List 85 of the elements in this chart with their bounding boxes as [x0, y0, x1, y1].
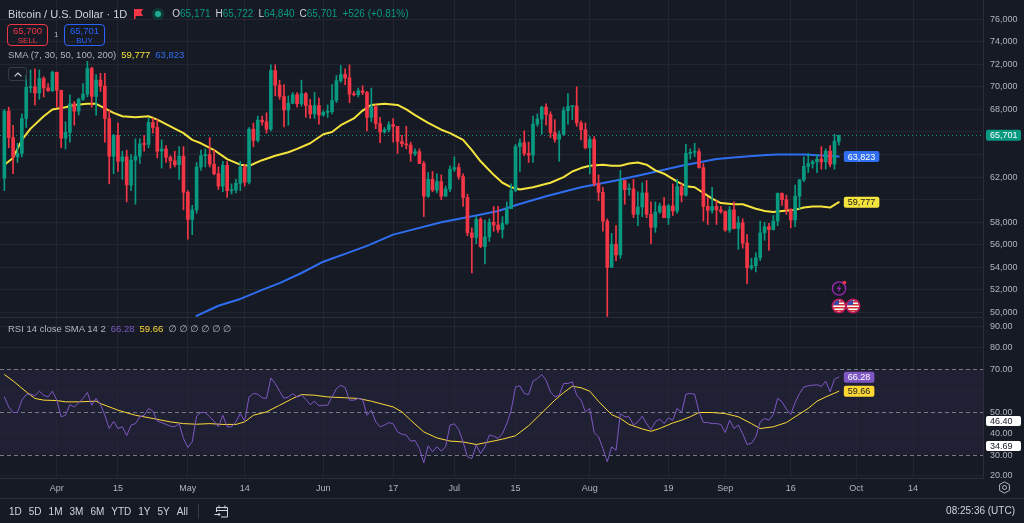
- text: 6M: [90, 505, 105, 517]
- y-tick-label: 62,000: [990, 171, 1018, 182]
- candlestick: [470, 227, 474, 274]
- ref-line-label: 30.00: [990, 449, 1013, 460]
- candlestick: [587, 136, 592, 175]
- text: 59,777: [121, 48, 151, 60]
- text: 5D: [28, 505, 42, 517]
- text: 1Y: [138, 505, 151, 517]
- text: 3M: [69, 505, 84, 517]
- data-label: 66.28: [847, 372, 871, 383]
- buy-button: 65,701 BUY: [64, 24, 105, 46]
- x-tick-label: 19: [663, 482, 674, 493]
- candlestick: [670, 183, 675, 216]
- candlestick: [343, 68, 347, 85]
- x-tick-label: 16: [785, 482, 796, 493]
- candlestick: [391, 118, 396, 143]
- text: 5Y: [157, 505, 170, 517]
- text: 1D: [9, 505, 22, 517]
- x-tick-label: 14: [908, 482, 919, 493]
- ref-line-label: 70.00: [990, 364, 1013, 375]
- text: 46.40: [986, 416, 1021, 426]
- annotation: SELL: [17, 35, 38, 45]
- y-tick-label: 50,000: [990, 306, 1018, 317]
- x-tick-label: Aug: [581, 482, 598, 493]
- annotation: C65,701: [299, 8, 338, 19]
- candlestick: [710, 186, 714, 214]
- candlestick: [496, 206, 500, 233]
- x-tick-label: 15: [510, 482, 521, 493]
- y-tick-label: 58,000: [990, 216, 1018, 227]
- text: 66.28: [110, 322, 135, 334]
- y-tick-label: 40.00: [990, 427, 1013, 438]
- annotation: O65,171: [172, 8, 211, 19]
- x-tick-label: 15: [112, 482, 123, 493]
- text: 08:25:36 (UTC): [946, 504, 1015, 518]
- text: YTD: [111, 505, 132, 517]
- candlestick: [142, 135, 146, 152]
- annotation: SMA (7, 30, 50, 100, 200): [8, 48, 117, 60]
- y-tick-label: 52,000: [990, 284, 1018, 295]
- candlestick: [627, 183, 631, 196]
- annotation: L64,840: [258, 8, 295, 19]
- x-tick-label: 17: [388, 482, 399, 493]
- x-tick-label: Sep: [717, 482, 734, 493]
- data-label: 59.66: [847, 386, 871, 397]
- text: Bitcoin / U.S. Dollar · 1D: [8, 7, 128, 20]
- annotation: ∅ ∅ ∅ ∅ ∅ ∅: [168, 322, 232, 334]
- y-tick-label: 76,000: [990, 13, 1018, 24]
- x-tick-label: Jun: [316, 482, 331, 493]
- candlestick: [815, 154, 819, 173]
- y-tick-label: 56,000: [990, 239, 1018, 250]
- x-tick-label: Oct: [849, 482, 864, 493]
- annotation: 1: [54, 30, 59, 39]
- annotation: 65,701: [69, 24, 100, 36]
- ref-line-label: 65,701: [990, 130, 1018, 141]
- text: 34.69: [986, 441, 1021, 451]
- y-tick-label: 80.00: [990, 342, 1013, 353]
- sell-button: 65,700 SELL: [7, 24, 48, 46]
- y-tick-label: 68,000: [990, 103, 1018, 114]
- candlestick: [483, 219, 487, 265]
- candlestick: [491, 206, 496, 232]
- annotation: BUY: [76, 35, 93, 45]
- x-tick-label: Apr: [49, 482, 64, 493]
- annotation: H65,722: [215, 8, 254, 19]
- y-tick-label: 20.00: [990, 470, 1013, 481]
- text: RSI 14 close SMA 14 2: [8, 322, 106, 334]
- annotation: 65,700: [12, 24, 43, 36]
- y-tick-label: 90.00: [990, 321, 1013, 332]
- y-tick-label: 54,000: [990, 261, 1018, 272]
- data-label: 63,823: [847, 151, 876, 162]
- text: 1M: [48, 505, 63, 517]
- candlestick: [177, 146, 181, 180]
- text: 63,823: [155, 48, 185, 60]
- annotation: +526 (+0.81%): [342, 8, 409, 19]
- x-tick-label: 14: [239, 482, 250, 493]
- x-tick-label: Jul: [448, 482, 461, 493]
- ref-line-label: 50.00: [990, 406, 1013, 417]
- data-label: 59,777: [847, 197, 876, 208]
- candlestick: [767, 223, 771, 251]
- text: 59.66: [139, 322, 164, 334]
- y-tick-label: 72,000: [990, 58, 1018, 69]
- text: All: [176, 505, 188, 517]
- candlestick: [120, 150, 125, 180]
- y-tick-label: 74,000: [990, 36, 1018, 47]
- x-tick-label: May: [179, 482, 197, 493]
- y-tick-label: 70,000: [990, 81, 1018, 92]
- candlestick: [33, 68, 37, 106]
